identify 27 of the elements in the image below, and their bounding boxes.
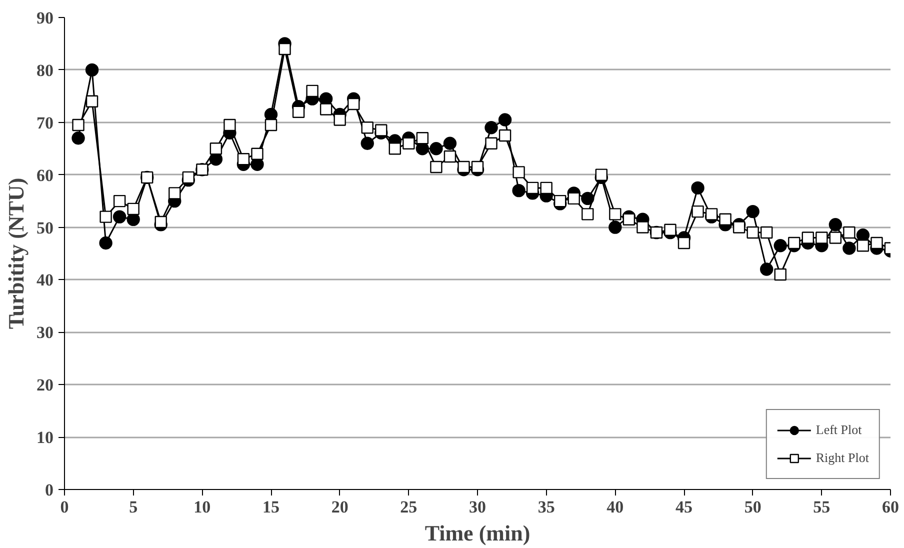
x-axis-title: Time (min) xyxy=(424,520,530,546)
y-tick-label: 10 xyxy=(36,428,54,448)
x-tick-label: 55 xyxy=(813,498,830,516)
x-tick-label: 50 xyxy=(744,498,762,516)
x-tick-label: 60 xyxy=(882,498,899,516)
y-tick-label: 40 xyxy=(36,270,54,290)
legend-label: Left Plot xyxy=(816,422,862,438)
x-tick-label: 45 xyxy=(676,498,692,516)
y-tick-label: 70 xyxy=(36,113,54,132)
x-tick-label: 40 xyxy=(606,498,624,516)
y-tick-label: 60 xyxy=(36,166,54,185)
y-tick-label: 80 xyxy=(36,60,54,80)
x-tick-label: 20 xyxy=(331,498,348,516)
y-axis-title: Turbitity (NTU) xyxy=(4,178,28,330)
y-tick-label: 30 xyxy=(36,323,54,342)
x-tick-label: 35 xyxy=(538,498,555,516)
x-tick-label: 5 xyxy=(129,498,138,516)
y-tick-label: 90 xyxy=(36,8,54,28)
legend-label: Right Plot xyxy=(816,450,869,466)
x-tick-label: 15 xyxy=(262,498,280,516)
y-tick-label: 20 xyxy=(36,376,54,395)
y-tick-label: 0 xyxy=(45,480,54,500)
x-tick-label: 30 xyxy=(469,498,486,516)
y-tick-label: 50 xyxy=(36,218,54,238)
x-tick-label: 10 xyxy=(194,498,211,516)
x-tick-label: 25 xyxy=(400,498,418,516)
x-tick-label: 0 xyxy=(60,498,69,516)
